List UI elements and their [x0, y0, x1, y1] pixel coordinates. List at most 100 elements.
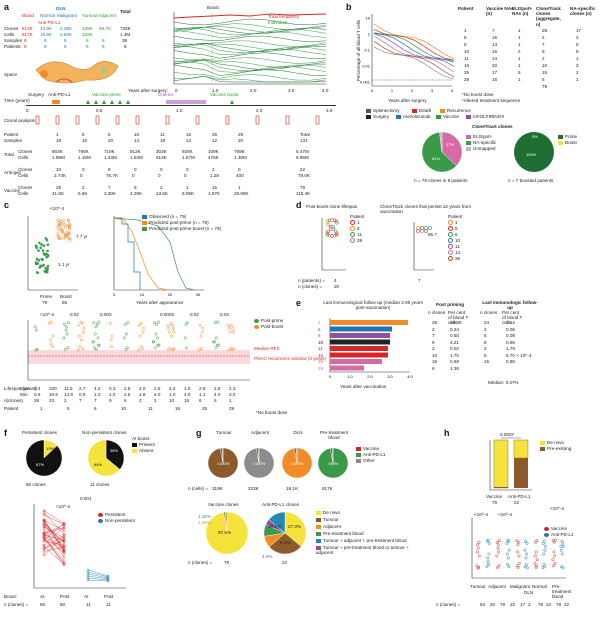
clone-size-dot [497, 564, 501, 568]
lifespan-dot [124, 332, 128, 336]
patient-line [373, 23, 455, 60]
d-left-legend-item: 29 [350, 238, 362, 244]
pie-center-label: <100% [253, 461, 266, 466]
lifespan-dot [172, 330, 176, 334]
c-lifespan-cell: 4.0 [139, 386, 146, 391]
boost-dot [60, 230, 64, 234]
a-patient-id: 10 [134, 132, 140, 137]
b-pie1-legend: NA-specific [466, 140, 496, 145]
a-patient-id: 5 [82, 132, 85, 137]
h-stacked-bars [489, 437, 532, 491]
y-tick: 0.001 [360, 80, 371, 85]
clone-size-dot [476, 543, 480, 547]
b-table-cell: 2 [576, 70, 579, 75]
patient-line [373, 33, 455, 63]
a-vac-clones: 1 [186, 185, 189, 190]
a-ag-cells: 400 [236, 173, 244, 178]
e-cell: 1.70 [450, 352, 459, 358]
panel-a-label: a [4, 2, 10, 12]
clone-size-dot [487, 541, 491, 545]
pie-label: 64% [94, 462, 102, 467]
b-table-cell: 16 [492, 35, 498, 40]
b-table-cell: 2 [542, 35, 545, 40]
b-table-header: CloneTrack clones (aggregate, n) [536, 6, 561, 27]
a-vac-clones: 9 [134, 185, 137, 190]
c-lifespan-cell: 2.5 [124, 392, 131, 397]
post-boost-dot [327, 218, 332, 222]
b-pie2-legend: Prime [558, 134, 577, 139]
a-patient-id: 29 [238, 132, 244, 137]
persistent-pair [43, 546, 65, 565]
a-ag-cells: 0 [184, 173, 187, 178]
a-ag-clones: 2 [212, 167, 215, 172]
patient-line [373, 40, 455, 78]
clone-size-dot [525, 541, 529, 545]
e-cell: 0.08 [506, 333, 515, 338]
d-right-legend-item: 10 [448, 238, 460, 244]
e-patient-id: 1 [318, 320, 321, 325]
x-tick: 20 [168, 292, 173, 297]
boost-dot [68, 236, 72, 240]
c-surv-xlabel: Years after appearance [136, 300, 184, 305]
h-bot-n: 79 [538, 602, 544, 607]
lifespan-dot [138, 334, 142, 338]
f-legend: Absent [132, 448, 153, 453]
b-pie2-caption: n = 7 boosted patients [508, 178, 554, 183]
d-left-nclones: 20 [334, 284, 340, 289]
c-lifespan-cell: 2.7 [79, 386, 86, 391]
lifespan-dot [66, 346, 70, 350]
c-lifespan-cell: 1.0 [184, 386, 191, 391]
a-cells-label: Cells [18, 155, 29, 160]
e-patient-id: 25 [318, 359, 324, 364]
b-table-cell: 1 [518, 28, 521, 33]
clone-size-dot [475, 564, 479, 568]
g-n-cells-label: n (cells) = [188, 486, 209, 491]
d-left-chart [321, 218, 346, 271]
a-clonal-ticks [35, 115, 320, 125]
a-time-tick: 1.0 [176, 108, 183, 113]
h-top-legend: De novo [540, 440, 564, 445]
a-cells-label: Cells [18, 173, 29, 178]
lifespan-dot [62, 322, 66, 326]
e-cell: 2 [484, 326, 487, 332]
e-patient-id: 29 [318, 365, 324, 371]
b-table-cell: 14 [492, 42, 498, 47]
persistent-pair [43, 546, 65, 552]
c-lifespan-cell: 11.5 [64, 386, 73, 391]
g-pie-slice [221, 447, 224, 464]
lifespan-dot [77, 334, 81, 338]
a-patient-id: 6 [108, 132, 111, 137]
b-table-cell: 16 [492, 77, 498, 82]
followup-bar [330, 365, 364, 371]
a-cell: 736K [120, 26, 131, 31]
e-cell: 8 [484, 339, 487, 345]
f-n: 60 [40, 602, 46, 607]
b-table-cell: 6 [464, 42, 467, 47]
e-cell: 10.36 [450, 320, 462, 325]
a-sample-count: 14 [134, 138, 140, 143]
lifespan-dot [92, 346, 96, 350]
c-lifespan-cell: 2 [64, 398, 67, 403]
clone-size-dot [541, 541, 545, 545]
pie-label: 0% [532, 134, 538, 139]
c-lifespan-cell: 8 [124, 398, 127, 403]
a-vac-cells: 4.29K [130, 191, 143, 196]
f-xcat: At [40, 594, 45, 599]
post-boost-dot [326, 229, 330, 234]
c-lifespan-cell: 2.4 [34, 386, 41, 391]
e-title: Last immunological follow-up (median 2.9… [323, 300, 423, 311]
boost-dot [57, 223, 61, 228]
clone-size-dot [477, 554, 481, 558]
b-table-cell: 25 [464, 70, 470, 75]
h-top-n: 79 [492, 500, 498, 505]
lifespan-dot [226, 324, 230, 327]
h-bot-n: 20 [490, 602, 496, 607]
b-table-cell: 20 [492, 63, 498, 68]
lifespan-dot [213, 321, 217, 325]
h-bot-n: 17 [520, 602, 526, 607]
persistent-dot [62, 555, 66, 559]
h-top-n: 22 [514, 500, 520, 505]
c-lifespan-cell: 6 [199, 398, 202, 403]
b-table-cell: 1 [576, 56, 579, 61]
post-boost-dot [331, 225, 335, 229]
